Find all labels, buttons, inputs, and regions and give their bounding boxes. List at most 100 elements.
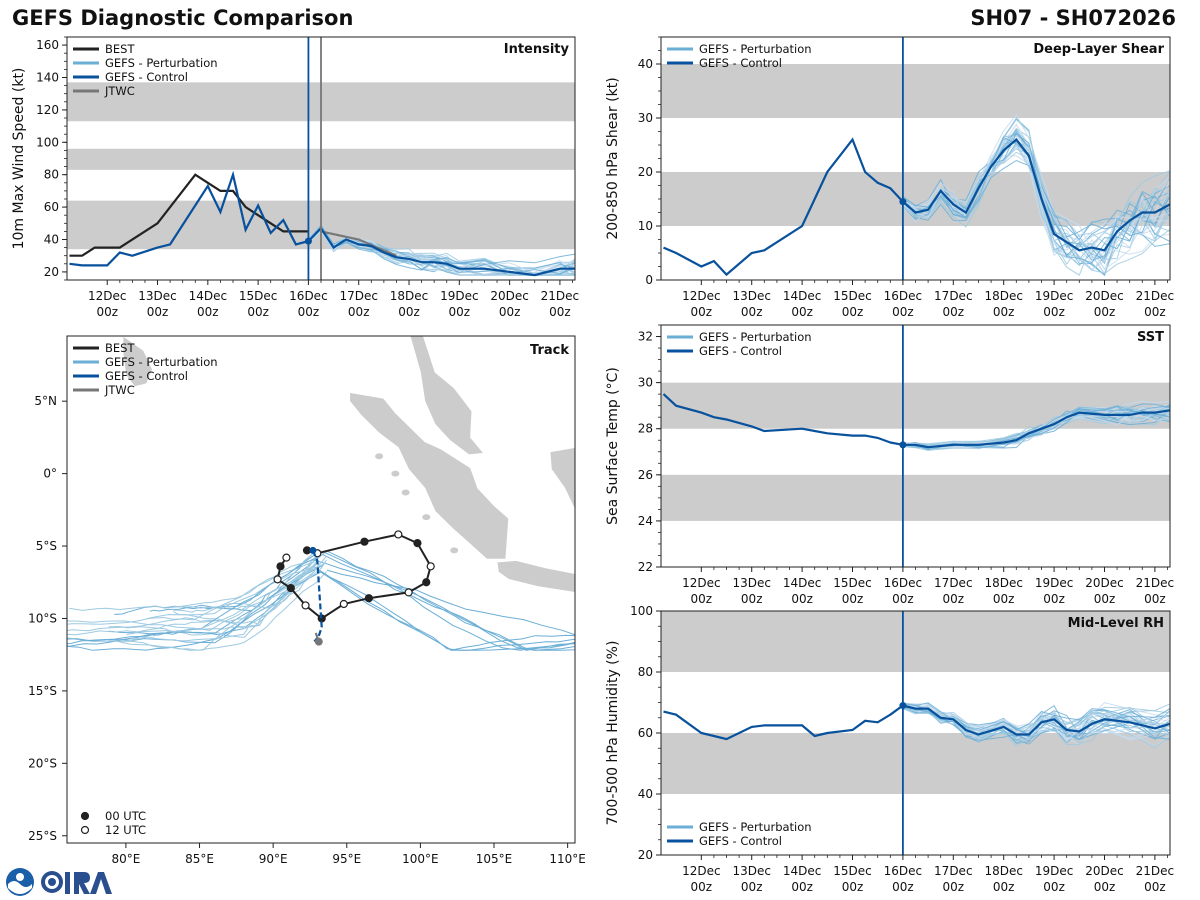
sst-xtick-label: 00z [842, 592, 864, 606]
sst-xtick-label: 16Dec [884, 576, 923, 590]
shear-xtick-label: 00z [741, 305, 763, 319]
track-best-marker [301, 601, 310, 610]
track-perturbation-member [327, 551, 575, 651]
shear-xtick-label: 00z [1043, 305, 1065, 319]
track-ytick-label: 5°S [36, 539, 57, 553]
intensity-xtick-label: 00z [247, 305, 269, 319]
rh-xtick-label: 14Dec [783, 864, 822, 878]
track-perturbation-member [152, 553, 321, 637]
sst-xtick-label: 15Dec [833, 576, 872, 590]
shear-xtick-label: 00z [1144, 305, 1166, 319]
intensity-ytick-label: 80 [44, 168, 59, 182]
sst-xtick-label: 00z [892, 592, 914, 606]
intensity-ytick-label: 160 [36, 38, 59, 52]
shear-title: Deep-Layer Shear [1033, 42, 1164, 57]
rh-xtick-label: 13Dec [732, 864, 771, 878]
track-perturbation-member [67, 560, 315, 632]
rh-xtick-label: 00z [892, 880, 914, 894]
rh-perturbation-member [902, 703, 1170, 733]
track-ytick-label: 0° [43, 467, 57, 481]
track-best-marker [404, 588, 413, 597]
sst-panel: 22 24 26 28 30 32 12Dec 00z 13Dec 00z 14Dec 00z 15De… [605, 324, 1175, 606]
track-ytick-label: 10°S [28, 611, 57, 625]
sst-xtick-label: 00z [1144, 592, 1166, 606]
rh-plot-area [663, 701, 1170, 748]
rh-xtick-label: 00z [691, 880, 713, 894]
track-perturbation-member [318, 570, 575, 651]
shear-xtick-label: 13Dec [732, 289, 771, 303]
rh-xtick-label: 00z [1144, 880, 1166, 894]
sst-band [661, 382, 1170, 429]
intensity-ytick-label: 40 [44, 233, 59, 247]
shear-xtick-label: 00z [943, 305, 965, 319]
track-perturbation-member [108, 560, 320, 642]
track-perturbation-member [320, 571, 575, 651]
track-frame [66, 335, 576, 844]
shear-xtick-label: 00z [842, 305, 864, 319]
intensity-title: Intensity [504, 42, 570, 57]
rh-xtick-label: 00z [1043, 880, 1065, 894]
intensity-xtick-label: 14Dec [189, 289, 228, 303]
sst-xtick-label: 12Dec [682, 576, 721, 590]
sst-ylabel: Sea Surface Temp (°C) [605, 367, 621, 525]
track-ytick-label: 25°S [28, 829, 57, 843]
intensity-legend-label: GEFS - Perturbation [105, 56, 218, 70]
sst-xtick-label: 14Dec [783, 576, 822, 590]
track-perturbation-member [146, 555, 328, 628]
shear-ylabel: 200-850 hPa Shear (kt) [605, 77, 621, 239]
intensity-plot-area [69, 170, 575, 277]
sst-xtick-label: 18Dec [984, 576, 1023, 590]
track-legend-label: JTWC [104, 383, 135, 397]
rh-xtick-label: 17Dec [934, 864, 973, 878]
borneo-landmass [549, 447, 575, 510]
rh-ytick-label: 20 [638, 848, 653, 862]
sst-band [661, 474, 1170, 521]
rh-perturbation-member [902, 708, 1170, 744]
track-ytick-label: 20°S [28, 756, 57, 770]
track-panel: 80°E 85°E 90°E 95°E 100°E 105°E 110°E 5°N 0° 5°S 1… [28, 335, 586, 866]
intensity-ylabel: 10m Max Wind Speed (kt) [11, 68, 27, 250]
sumatra-landmass [349, 392, 510, 560]
shear-xtick-label: 15Dec [833, 289, 872, 303]
rh-perturbation-member [902, 703, 1170, 747]
intensity-xtick-label: 12Dec [88, 289, 127, 303]
shear-xtick-label: 00z [993, 305, 1015, 319]
intensity-xtick-label: 19Dec [440, 289, 479, 303]
sri-lanka-landmass [122, 336, 153, 388]
shear-ytick-label: 10 [638, 219, 653, 233]
track-perturbation-member [67, 562, 325, 636]
sst-ytick-label: 28 [638, 422, 653, 436]
track-best-marker [426, 562, 435, 571]
track-best-marker [282, 553, 291, 562]
shear-xtick-label: 18Dec [984, 289, 1023, 303]
track-perturbation-member [312, 559, 575, 651]
track-perturbation-member [108, 557, 317, 638]
rh-control-line [663, 704, 1170, 741]
track-legend-label: GEFS - Control [105, 369, 188, 383]
track-best-marker [364, 594, 373, 603]
sst-title: SST [1137, 330, 1164, 345]
track-perturbation-member [172, 563, 320, 613]
track-best-marker [394, 530, 403, 539]
track-xtick-label: 95°E [332, 852, 361, 866]
intensity-xtick-label: 00z [298, 305, 320, 319]
sst-xtick-label: 21Dec [1136, 576, 1175, 590]
intensity-ytick-label: 140 [36, 71, 59, 85]
rh-ytick-label: 60 [638, 726, 653, 740]
track-marker-legend-label: 00 UTC [105, 809, 146, 823]
sst-xtick-label: 00z [691, 592, 713, 606]
noaa-logo-icon [6, 868, 34, 896]
shear-xtick-label: 19Dec [1035, 289, 1074, 303]
small-island [391, 470, 400, 477]
intensity-xtick-label: 00z [449, 305, 471, 319]
intensity-best-line [69, 173, 309, 257]
small-island [401, 489, 410, 496]
track-best-marker [276, 562, 285, 571]
shear-xtick-label: 17Dec [934, 289, 973, 303]
track-marker-legend-swatch [80, 811, 90, 821]
sst-xtick-label: 00z [993, 592, 1015, 606]
sst-xtick-label: 20Dec [1085, 576, 1124, 590]
track-ytick-label: 5°N [34, 394, 57, 408]
intensity-ytick-label: 120 [36, 103, 59, 117]
shear-xtick-label: 00z [1094, 305, 1116, 319]
